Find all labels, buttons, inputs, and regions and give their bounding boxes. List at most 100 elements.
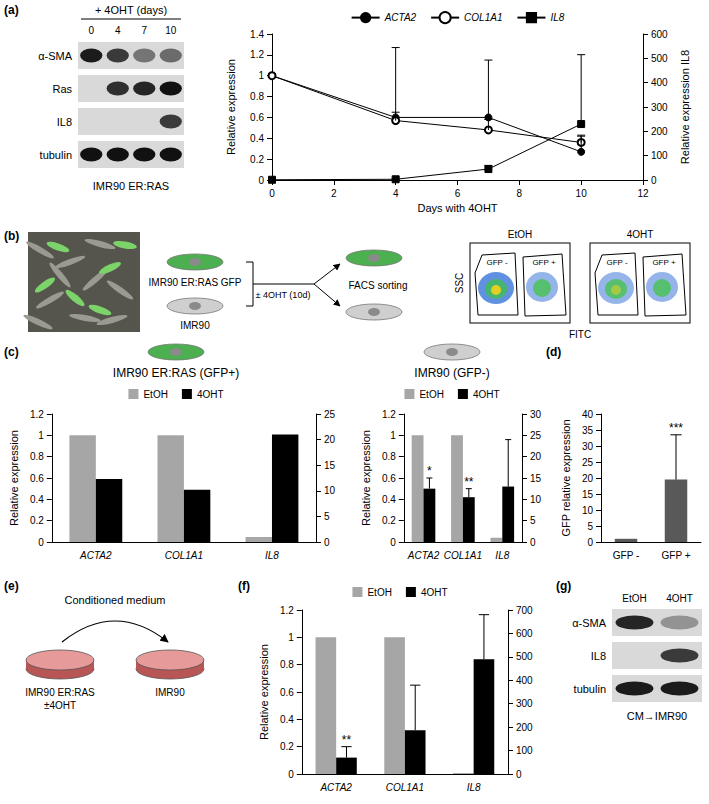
svg-text:1.2: 1.2 (382, 409, 396, 420)
svg-text:700: 700 (516, 605, 533, 616)
svg-text:Conditioned medium: Conditioned medium (65, 594, 166, 606)
svg-text:0.2: 0.2 (280, 741, 294, 752)
svg-text:500: 500 (651, 53, 668, 64)
svg-text:± 4OHT (10d): ± 4OHT (10d) (256, 290, 311, 300)
svg-text:400: 400 (651, 77, 668, 88)
svg-text:IMR90 ER:RAS: IMR90 ER:RAS (25, 687, 95, 698)
svg-text:COL1A1: COL1A1 (444, 550, 482, 561)
svg-text:**: ** (464, 475, 474, 489)
svg-text:10: 10 (165, 25, 177, 36)
svg-text:25: 25 (324, 409, 336, 420)
svg-text:35: 35 (582, 425, 594, 436)
svg-text:0.6: 0.6 (30, 473, 44, 484)
svg-text:COL1A1: COL1A1 (464, 12, 502, 23)
svg-text:0: 0 (390, 537, 396, 548)
svg-text:0.4: 0.4 (250, 133, 264, 144)
svg-text:5: 5 (587, 521, 593, 532)
svg-text:GFP -: GFP - (613, 550, 639, 561)
svg-text:ACTA2: ACTA2 (79, 550, 112, 561)
svg-text:30: 30 (530, 409, 542, 420)
svg-text:200: 200 (651, 126, 668, 137)
svg-text:0: 0 (651, 175, 657, 186)
svg-text:α-SMA: α-SMA (572, 617, 607, 629)
svg-text:0: 0 (530, 537, 536, 548)
svg-text:GFP -: GFP - (486, 258, 508, 267)
svg-text:8: 8 (517, 188, 523, 199)
svg-text:20: 20 (324, 434, 336, 445)
svg-text:EtOH: EtOH (367, 587, 391, 598)
svg-text:25: 25 (582, 457, 594, 468)
svg-text:0.2: 0.2 (382, 515, 396, 526)
svg-text:GFP relative expression: GFP relative expression (560, 419, 572, 536)
svg-text:4OHT: 4OHT (627, 229, 654, 240)
svg-text:IL8: IL8 (550, 12, 564, 23)
svg-text:EtOH: EtOH (143, 389, 167, 400)
svg-text:0.8: 0.8 (382, 451, 396, 462)
svg-text:0: 0 (516, 769, 522, 780)
svg-text:GFP +: GFP + (662, 550, 691, 561)
svg-text:15: 15 (530, 473, 542, 484)
svg-text:SSC: SSC (454, 273, 465, 294)
svg-text:**: ** (342, 733, 352, 747)
svg-text:***: *** (669, 421, 683, 435)
svg-text:(e): (e) (4, 579, 19, 593)
svg-text:1.2: 1.2 (280, 605, 294, 616)
svg-text:FITC: FITC (569, 329, 591, 340)
svg-text:10: 10 (576, 188, 588, 199)
svg-text:1: 1 (390, 430, 396, 441)
svg-text:4OHT: 4OHT (666, 593, 693, 604)
svg-text:Days with 4OHT: Days with 4OHT (417, 202, 497, 214)
svg-text:5: 5 (530, 515, 536, 526)
svg-text:IMR90 ER:RAS: IMR90 ER:RAS (93, 180, 169, 192)
svg-text:4OHT: 4OHT (473, 389, 500, 400)
svg-text:200: 200 (516, 722, 533, 733)
svg-text:1: 1 (288, 632, 294, 643)
svg-text:IL8: IL8 (591, 650, 606, 662)
svg-text:10: 10 (324, 485, 336, 496)
svg-text:ACTA2: ACTA2 (407, 550, 440, 561)
svg-text:(d): (d) (546, 345, 561, 359)
svg-text:0.4: 0.4 (30, 494, 44, 505)
svg-text:COL1A1: COL1A1 (165, 550, 203, 561)
svg-text:5: 5 (324, 511, 330, 522)
svg-text:300: 300 (651, 102, 668, 113)
svg-text:IMR90: IMR90 (180, 320, 210, 331)
svg-text:0: 0 (38, 537, 44, 548)
svg-text:Relative expression: Relative expression (225, 59, 237, 155)
svg-text:4: 4 (115, 25, 121, 36)
svg-text:GFP +: GFP + (652, 258, 676, 267)
svg-text:IMR90 ER:RAS GFP: IMR90 ER:RAS GFP (149, 277, 242, 288)
svg-text:1.4: 1.4 (250, 29, 264, 40)
svg-text:20: 20 (530, 451, 542, 462)
svg-text:Relative expression: Relative expression (360, 430, 372, 526)
svg-text:0.8: 0.8 (250, 91, 264, 102)
svg-text:100: 100 (516, 745, 533, 756)
svg-text:GFP +: GFP + (532, 258, 556, 267)
svg-text:1.2: 1.2 (250, 49, 264, 60)
svg-text:0: 0 (269, 188, 275, 199)
svg-text:IL8: IL8 (57, 116, 72, 128)
svg-text:COL1A1: COL1A1 (386, 782, 424, 793)
svg-text:600: 600 (651, 29, 668, 40)
svg-text:4OHT: 4OHT (197, 389, 224, 400)
svg-text:4: 4 (393, 188, 399, 199)
svg-text:0.8: 0.8 (30, 451, 44, 462)
svg-text:Ras: Ras (52, 83, 72, 95)
svg-text:0.2: 0.2 (250, 154, 264, 165)
svg-text:400: 400 (516, 675, 533, 686)
svg-text:7: 7 (141, 25, 147, 36)
svg-text:EtOH: EtOH (508, 229, 532, 240)
svg-text:FACS sorting: FACS sorting (349, 280, 408, 291)
svg-text:*: * (427, 464, 432, 478)
svg-text:10: 10 (582, 505, 594, 516)
svg-text:0: 0 (288, 769, 294, 780)
svg-text:GFP -: GFP - (606, 258, 628, 267)
svg-text:0: 0 (587, 537, 593, 548)
svg-text:(a): (a) (4, 3, 19, 17)
svg-text:Relative expression: Relative expression (258, 644, 270, 740)
svg-text:1: 1 (258, 70, 264, 81)
svg-text:IL8: IL8 (467, 782, 481, 793)
svg-text:600: 600 (516, 628, 533, 639)
svg-text:25: 25 (530, 430, 542, 441)
svg-text:ACTA2: ACTA2 (319, 782, 352, 793)
